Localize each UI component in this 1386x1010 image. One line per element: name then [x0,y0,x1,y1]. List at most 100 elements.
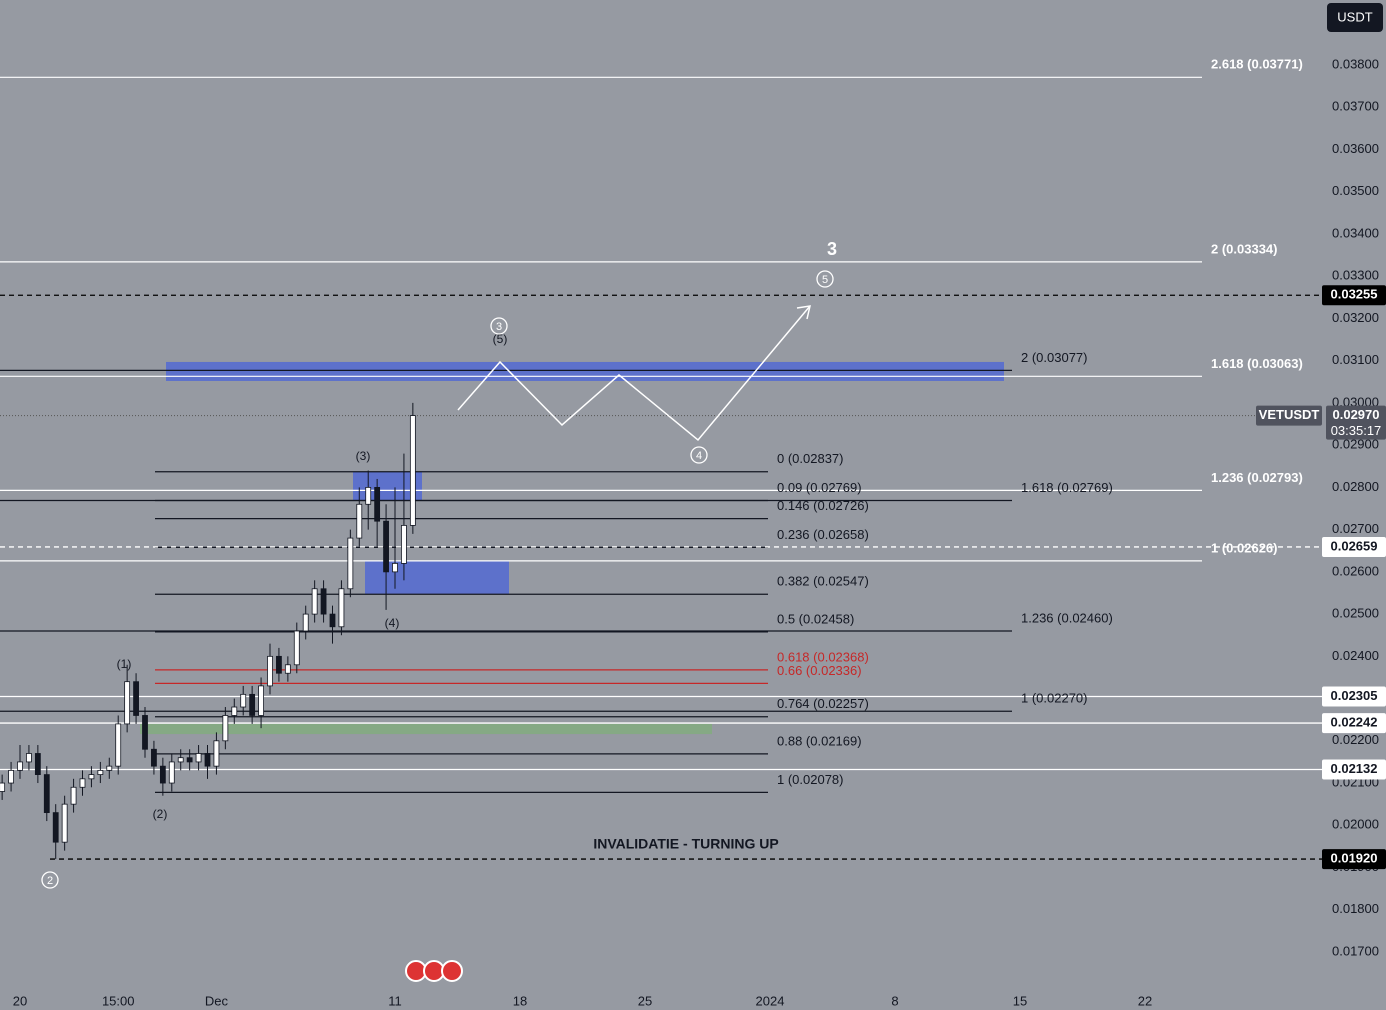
candle-body [392,563,398,573]
y-tick-label: 0.01700 [1332,943,1379,958]
fib-label: 1.236 (0.02793) [1211,470,1303,485]
wave-circle-label: 5 [822,274,828,286]
fib-label: 0 (0.02837) [777,451,844,466]
price-tag [1322,713,1386,734]
price-tag [1322,759,1386,780]
candle-body [186,757,193,763]
candle-body [347,537,354,590]
fib-label: 2 (0.03077) [1021,350,1088,365]
zone [166,361,1004,381]
event-icon[interactable] [441,960,463,982]
fib-label: 1.618 (0.03063) [1211,356,1303,371]
fib-label: 0.5 (0.02458) [777,611,854,626]
y-tick-label: 0.02400 [1332,648,1379,663]
candle-body [267,655,273,687]
y-tick-label: 0.03500 [1332,183,1379,198]
fib-label: 0.236 (0.02658) [777,527,869,542]
candle-body [151,748,157,767]
price-tag-label: 0.02132 [1331,761,1378,776]
candle-body [124,681,131,725]
x-tick-label: 20 [13,993,27,1008]
price-tag-label: 0.02242 [1331,715,1378,730]
candle-body [383,520,389,573]
degree-label: 3 [827,239,837,259]
x-tick-label: 8 [891,993,898,1008]
candle-body [177,757,184,763]
candle-body [302,613,309,632]
wave-circle-label: 3 [496,321,502,333]
candle-body [52,812,59,843]
x-tick-label: 11 [388,993,402,1008]
candle-body [320,588,327,615]
candle-body [356,503,363,539]
candle-body [34,753,41,775]
candle-body [142,715,148,750]
y-tick-label: 0.03700 [1332,99,1379,114]
wave-circle [41,871,59,889]
price-tag-label: 0.01920 [1331,851,1378,866]
candle-body [195,753,202,763]
projection-path [457,305,811,442]
y-tick-label: 0.03300 [1332,268,1379,283]
y-tick-label: 0.02000 [1332,817,1379,832]
price-tag [1322,285,1386,306]
candle-body [401,525,407,564]
candle-body [338,588,345,628]
fib-label: 2.618 (0.03771) [1211,57,1303,72]
last-price-tag [1326,405,1386,440]
price-tag-label: 0.02659 [1331,538,1378,553]
y-tick-label: 0.03100 [1332,352,1379,367]
wave-label: (5) [493,332,508,346]
price-tag [1322,849,1386,870]
last-price-label: 0.02970 [1333,407,1380,422]
candle-body [231,706,238,716]
y-tick-label: 0.02600 [1332,563,1379,578]
x-tick-label: 15 [1013,993,1027,1008]
countdown: 03:35:17 [1331,423,1382,438]
fib-label: 1.236 (0.02460) [1021,610,1113,625]
x-tick-label: 25 [638,993,652,1008]
fib-label: 0.382 (0.02547) [777,574,869,589]
x-tick-label: 18 [513,993,527,1008]
candle-body [97,769,104,775]
y-tick-label: 0.03800 [1332,56,1379,71]
price-tag-label: 0.02305 [1331,688,1378,703]
wave-label: (1) [117,657,132,671]
candle-body [0,782,6,792]
fib-label: 0.618 (0.02368) [777,649,869,664]
candle-body [276,655,282,674]
price-tag [1322,686,1386,707]
wave-circle-label: 4 [696,450,702,462]
y-tick-label: 0.03600 [1332,141,1379,156]
fib-label: 0.66 (0.02336) [777,663,862,678]
candle-body [159,765,166,784]
wave-circle [816,270,834,288]
candle-body [88,774,95,780]
candles [0,402,416,860]
candle-body [258,685,264,716]
y-tick-label: 0.02900 [1332,437,1379,452]
zone [140,723,712,735]
wave-label: (2) [153,807,168,821]
levels [0,76,1322,860]
currency: USDT [1337,9,1372,24]
currency-box[interactable] [1327,3,1383,32]
fib-label: 1 (0.02078) [777,772,844,787]
fib-label: 1 (0.02270) [1021,691,1088,706]
event-icons[interactable] [405,960,463,982]
candle-body [365,486,372,505]
x-tick-label: Dec [205,993,229,1008]
wave-circle [490,317,508,335]
fib-label: 0.146 (0.02726) [777,498,869,513]
candle-body [329,613,336,628]
price-tag [1322,536,1386,557]
candle-body [374,486,381,522]
fib-label: 1.618 (0.02769) [1021,480,1113,495]
symbol-tag-label: VETUSDT [1259,407,1320,422]
candle-body [311,588,318,615]
candle-body [70,786,77,805]
candle-body [17,761,23,771]
candle-body [293,630,300,666]
